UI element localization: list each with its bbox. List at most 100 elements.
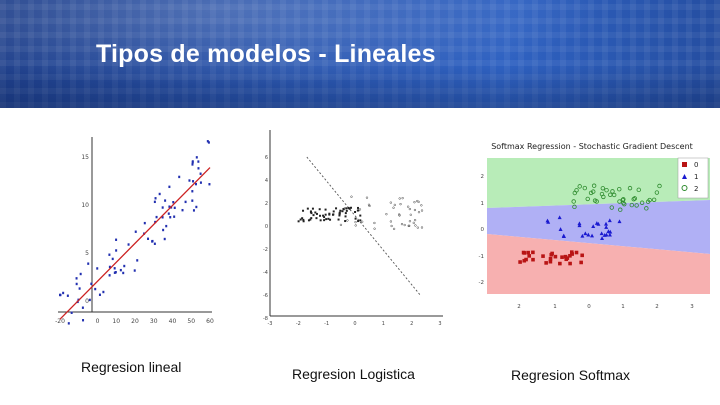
data-point: [358, 208, 362, 211]
data-point: [162, 228, 165, 232]
data-point: [163, 237, 166, 241]
data-point: [632, 196, 638, 201]
data-point: [323, 219, 326, 222]
data-point: [629, 202, 635, 208]
data-point: [79, 272, 82, 276]
data-point: [143, 221, 146, 225]
data-point: [309, 218, 312, 221]
data-point: [558, 261, 562, 266]
data-point: [88, 298, 91, 302]
data-point: [161, 206, 164, 209]
data-point: [151, 239, 154, 243]
caption-logistic: Regresion Logistica: [292, 366, 415, 382]
data-point: [195, 205, 198, 209]
data-point: [315, 217, 318, 220]
data-point: [94, 287, 97, 291]
data-point: [342, 208, 345, 211]
data-point: [322, 214, 325, 217]
y-tick-label: 1: [481, 201, 485, 207]
data-point: [191, 163, 194, 166]
data-point: [82, 319, 85, 322]
data-point: [599, 231, 604, 236]
y-tick-label: -1: [479, 254, 484, 260]
data-point: [389, 220, 393, 223]
data-point: [408, 224, 411, 227]
data-point: [119, 268, 122, 272]
data-point: [172, 201, 175, 204]
data-point: [416, 199, 419, 203]
y-tick-label: -4: [263, 270, 268, 276]
x-tick-label: 2: [517, 304, 521, 310]
data-point: [354, 217, 357, 220]
data-point: [123, 264, 126, 268]
data-point: [153, 242, 156, 245]
data-point: [518, 260, 522, 264]
y-tick-label: 0: [481, 227, 485, 233]
data-point: [324, 208, 327, 211]
y-tick-label: 10: [81, 202, 89, 209]
legend-label-2: 2: [694, 185, 698, 193]
data-point: [66, 294, 69, 297]
data-point: [569, 250, 574, 254]
data-point: [393, 203, 396, 207]
data-point: [591, 189, 596, 194]
data-point: [409, 213, 412, 216]
data-point: [178, 175, 181, 179]
data-point: [583, 231, 588, 236]
data-point: [62, 291, 65, 295]
data-point: [398, 214, 401, 217]
legend-label-0: 0: [694, 161, 698, 169]
data-point: [344, 215, 347, 218]
data-point: [651, 197, 657, 202]
header-banner: Tipos de modelos - Lineales: [0, 0, 720, 108]
x-tick-label: 40: [169, 318, 177, 325]
data-point: [208, 183, 211, 186]
x-tick-labels: -3 -2 -1 0 1 2 3: [268, 321, 442, 327]
data-point: [531, 257, 535, 262]
data-point: [108, 253, 111, 256]
data-point: [343, 207, 346, 210]
y-tick-label: 6: [265, 155, 268, 161]
data-point: [398, 197, 401, 200]
data-point: [408, 207, 411, 211]
data-point: [168, 185, 171, 189]
data-point: [310, 217, 313, 220]
data-point: [161, 216, 164, 219]
data-point: [580, 253, 584, 258]
data-point: [325, 218, 328, 221]
data-point: [154, 197, 157, 200]
y-tick-label: 2: [265, 201, 268, 207]
data-point: [368, 204, 371, 208]
data-point: [206, 140, 209, 143]
data-point: [604, 225, 609, 229]
y-tick-label: -2: [263, 247, 268, 253]
y-tick-labels: 15 10 5 0: [81, 154, 89, 305]
data-point: [622, 201, 627, 207]
data-point: [314, 211, 317, 214]
data-point: [108, 274, 111, 277]
x-tick-label: -3: [268, 321, 273, 327]
data-point: [524, 257, 528, 262]
data-point: [548, 256, 553, 261]
data-point: [522, 258, 527, 263]
data-point: [127, 243, 130, 246]
data-point: [195, 156, 198, 159]
data-point: [618, 207, 623, 212]
data-point: [307, 219, 310, 222]
y-tick-label: 0: [265, 224, 268, 230]
data-point: [392, 206, 395, 209]
data-point: [574, 250, 579, 255]
data-point: [572, 204, 577, 210]
data-point: [114, 271, 117, 274]
x-tick-label: 50: [187, 318, 195, 325]
data-point: [297, 220, 300, 223]
data-point: [373, 221, 376, 225]
caption-linear: Regresion lineal: [81, 359, 182, 375]
data-point: [354, 211, 357, 214]
data-point: [639, 200, 645, 205]
data-point: [301, 217, 304, 220]
data-point: [113, 267, 116, 270]
data-point: [577, 223, 582, 228]
data-point: [354, 220, 357, 224]
data-point: [158, 192, 161, 196]
